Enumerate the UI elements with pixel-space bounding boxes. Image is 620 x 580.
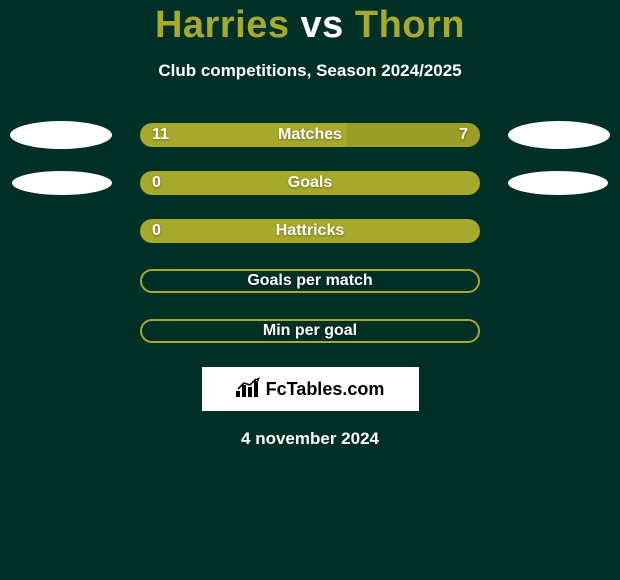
stat-row: Goals per match [0, 267, 620, 295]
stat-bar: Goals per match [140, 269, 480, 293]
stat-label: Goals per match [247, 272, 372, 290]
stat-label: Hattricks [276, 222, 344, 240]
title-vs: vs [301, 4, 344, 46]
stat-value-right: 7 [459, 126, 468, 144]
bar-overlay: 0 Goals [140, 171, 480, 195]
title-player1: Harries [155, 4, 289, 46]
comparison-infographic: Harries vs Thorn Club competitions, Seas… [0, 0, 620, 449]
chart-icon [236, 377, 262, 402]
subtitle: Club competitions, Season 2024/2025 [0, 61, 620, 81]
stat-row: 0 Goals [0, 171, 620, 195]
stat-value-left: 11 [152, 126, 169, 144]
stat-value-left: 0 [152, 174, 161, 192]
stat-label: Goals [288, 174, 332, 192]
logo-box: FcTables.com [202, 367, 419, 411]
player1-marker [12, 171, 112, 195]
footer-date: 4 november 2024 [0, 429, 620, 449]
player2-marker [508, 171, 608, 195]
bar-overlay: Goals per match [142, 271, 478, 291]
bar-overlay: Min per goal [142, 321, 478, 341]
stat-label: Matches [278, 126, 342, 144]
stat-label: Min per goal [263, 322, 357, 340]
fctables-logo: FcTables.com [236, 377, 385, 402]
player2-marker [508, 121, 610, 149]
bar-overlay: 11 Matches 7 [140, 123, 480, 147]
stat-bar: Min per goal [140, 319, 480, 343]
stat-value-left: 0 [152, 222, 161, 240]
bar-overlay: 0 Hattricks [140, 219, 480, 243]
logo-text: FcTables.com [266, 379, 385, 400]
stat-row: 11 Matches 7 [0, 121, 620, 149]
stat-row: Min per goal [0, 317, 620, 345]
page-title: Harries vs Thorn [0, 4, 620, 47]
stat-bar: 11 Matches 7 [140, 123, 480, 147]
stat-bar: 0 Hattricks [140, 219, 480, 243]
player1-marker [10, 121, 112, 149]
stat-row: 0 Hattricks [0, 217, 620, 245]
stat-bar: 0 Goals [140, 171, 480, 195]
stats-rows: 11 Matches 7 0 Goals 0 Hattricks Goals per matc… [0, 121, 620, 345]
title-player2: Thorn [355, 4, 465, 46]
